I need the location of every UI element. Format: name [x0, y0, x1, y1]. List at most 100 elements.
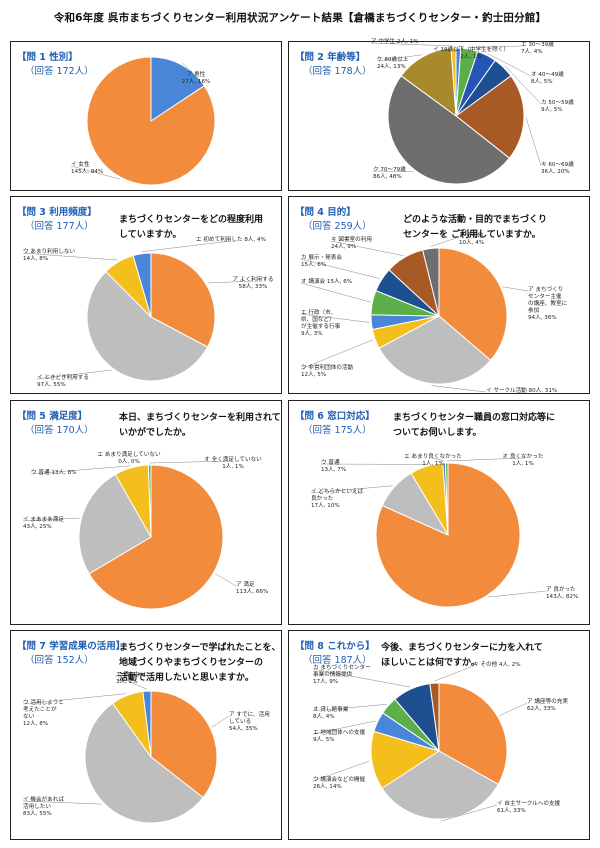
leader-line [115, 675, 147, 690]
pie-slice [88, 464, 224, 610]
leader-line [488, 590, 547, 598]
leader-line [487, 53, 532, 77]
pie-chart: ア 満足 113人, 66% イ まあまあ満足 43人, 25% ウ 普通 13人, 8… [22, 451, 268, 610]
panel-q1: 【問 1 性別】 （回答 172人） ア 男性 27人, 16% イ 女性 145人, 8… [10, 41, 282, 191]
leader-line [504, 65, 542, 105]
panel-title: 【問 4 目的】 [295, 207, 356, 218]
pie-slice [450, 47, 457, 117]
pie-chart: ア 男性 27人, 16% イ 女性 145人, 84% [70, 56, 216, 186]
leader-line [30, 465, 131, 475]
leader-line [446, 457, 524, 462]
leader-line [22, 252, 118, 261]
pie-chart: ア すでに、活用している 54人, 35% イ 機会があれば活用したい 83人, 55… [22, 671, 270, 824]
panel-title: 【問 7 学習成果の活用】 [17, 641, 126, 652]
data-label: ア まちづくりセンター主催の講座、教室に参加 94人, 36% [528, 285, 568, 321]
leader-line [312, 760, 370, 782]
data-label: イ 自主サークルへの支援 61人, 33% [497, 799, 561, 814]
leader-line [376, 54, 423, 62]
response-count: （回答 170人） [25, 425, 94, 436]
data-label: エ 行政（市、県、国など）が主催する行事 9人, 3% [301, 308, 341, 337]
leader-line [441, 804, 498, 822]
leader-line [469, 45, 522, 48]
data-label: オ 貸し館事業 8人, 4% [313, 705, 349, 720]
data-label: エ 思わない 3人, 2% [116, 671, 146, 685]
data-label: オ 良くなかった 1人, 1% [503, 452, 544, 467]
panel-q2: 【問 2 年齢等】 （回答 178人） イ 19歳以下（中学生を除く） 2人, 1% エ… [288, 37, 590, 191]
data-label: カ 展示・発表会 15人, 6% [301, 253, 342, 268]
data-label: イ どちらかといえば良かった 17人, 10% [311, 487, 364, 509]
data-label: オ 40～49歳 8人, 5% [531, 70, 564, 85]
panel-q5: 【問 5 満足度】 （回答 170人） 本日、まちづくりセンターを利用されて いかが… [10, 400, 282, 625]
leader-line [182, 62, 197, 77]
data-label: キ 図書室の利用 24人, 9% [331, 235, 372, 250]
leader-line [141, 240, 232, 252]
leader-line [22, 800, 102, 805]
pie-slice [400, 47, 457, 118]
pie-chart: ア 良かった 143人, 82% イ どちらかといえば良かった 17人, 10% ウ 普… [310, 452, 578, 608]
data-label: イ ときどき利用する 97人, 55% [37, 373, 89, 388]
panel-title: 【問 8 これから】 [295, 641, 375, 652]
data-label: ウ 普通 13人, 8% [31, 468, 76, 476]
data-label: キ 60～69歳 36人, 20% [541, 160, 574, 175]
pie-slice [142, 690, 152, 758]
data-label: ア よく利用する 58人, 33% [233, 275, 274, 290]
leader-line [431, 385, 487, 393]
leader-line [149, 460, 234, 464]
data-label: ア 講座等の充実 62人, 33% [527, 697, 568, 712]
question-text: 今後、まちづくりセンターに力を入れて ほしいことは何ですか。 [381, 643, 543, 668]
pie-slice [84, 702, 204, 824]
leader-line [434, 665, 474, 682]
panel-title: 【問 2 年齢等】 [295, 52, 366, 63]
panel-title: 【問 6 窓口対応】 [295, 411, 375, 422]
question-text: まちづくりセンター職員の窓口対応等に ついてお伺いします。 [393, 413, 556, 438]
leader-line [211, 715, 230, 728]
data-label: ウ 非営利団体の活動 12人, 5% [301, 363, 354, 378]
pie-chart: ア 講座等の充実 62人, 33% イ 自主サークルへの支援 61人, 33% ウ 講演… [312, 660, 568, 822]
leader-line [502, 286, 529, 292]
document-title: 令和6年度 呉市まちづくりセンター利用状況アンケート結果【倉橋まちづくりセンター… [53, 12, 547, 24]
data-label: カ 50～59歳 9人, 5% [541, 98, 574, 113]
pie-slice [422, 247, 440, 317]
data-label: オ 全く満足していない 1人, 1% [204, 455, 262, 470]
response-count: （回答 177人） [25, 221, 94, 232]
pie-slice [370, 730, 441, 789]
pie-slice [444, 462, 449, 536]
data-label: エ 地域団体への支援 9人, 5% [313, 728, 366, 743]
leader-line [36, 369, 112, 380]
pie-slice [387, 75, 511, 185]
question-text: どのような活動・目的でまちづくり センターを ご利用していますか。 [403, 215, 548, 240]
pie-slice [86, 56, 216, 186]
leader-line [300, 282, 371, 303]
leader-line [207, 280, 254, 284]
leader-line [499, 702, 528, 716]
data-label: エ 30～39歳 7人, 4% [521, 40, 554, 55]
panel-q6: 【問 6 窓口対応】 （回答 175人） まちづくりセンター職員の窓口対応等に つい… [288, 400, 590, 625]
leader-line [432, 457, 445, 462]
panel-title: 【問 5 満足度】 [17, 411, 88, 422]
data-label: イ 19歳以下（中学生を除く） 2人, 1% [433, 45, 509, 60]
data-label: ウ 活用しようと考えたことがない 12人, 8% [23, 698, 64, 727]
pie-slice [150, 690, 218, 799]
leader-line [312, 720, 376, 735]
leader-line [70, 165, 120, 180]
pie-slice [78, 473, 152, 575]
leader-line [330, 240, 404, 256]
leader-line [300, 258, 380, 279]
data-label: ア すでに、活用している 54人, 35% [229, 710, 270, 732]
data-label: ウ 講演会などの開催 26人, 14% [313, 775, 366, 790]
leader-line [22, 693, 127, 705]
panel-q8: 【問 8 これから】 （回答 187人） 今後、まちづくりセンターに力を入れて ほし… [288, 630, 590, 840]
data-label: イ まあまあ満足 43人, 25% [23, 516, 64, 530]
response-count: （回答 187人） [303, 655, 372, 666]
leader-line [430, 236, 460, 247]
data-label: ア 良かった 143人, 82% [546, 585, 578, 600]
pie-slice [381, 750, 499, 820]
pie-slice [455, 75, 525, 159]
response-count: （回答 175人） [303, 425, 372, 436]
panel-q4: 【問 4 目的】 （回答 259人） どのような活動・目的でまちづくり センターを … [288, 196, 590, 394]
data-label: ケ 80歳以上 24人, 13% [377, 55, 409, 70]
response-count: （回答 178人） [303, 66, 372, 77]
leader-line [312, 668, 411, 688]
data-label: エ 初めて利用した 8人, 4% [196, 235, 266, 243]
pie-slice [429, 682, 440, 752]
